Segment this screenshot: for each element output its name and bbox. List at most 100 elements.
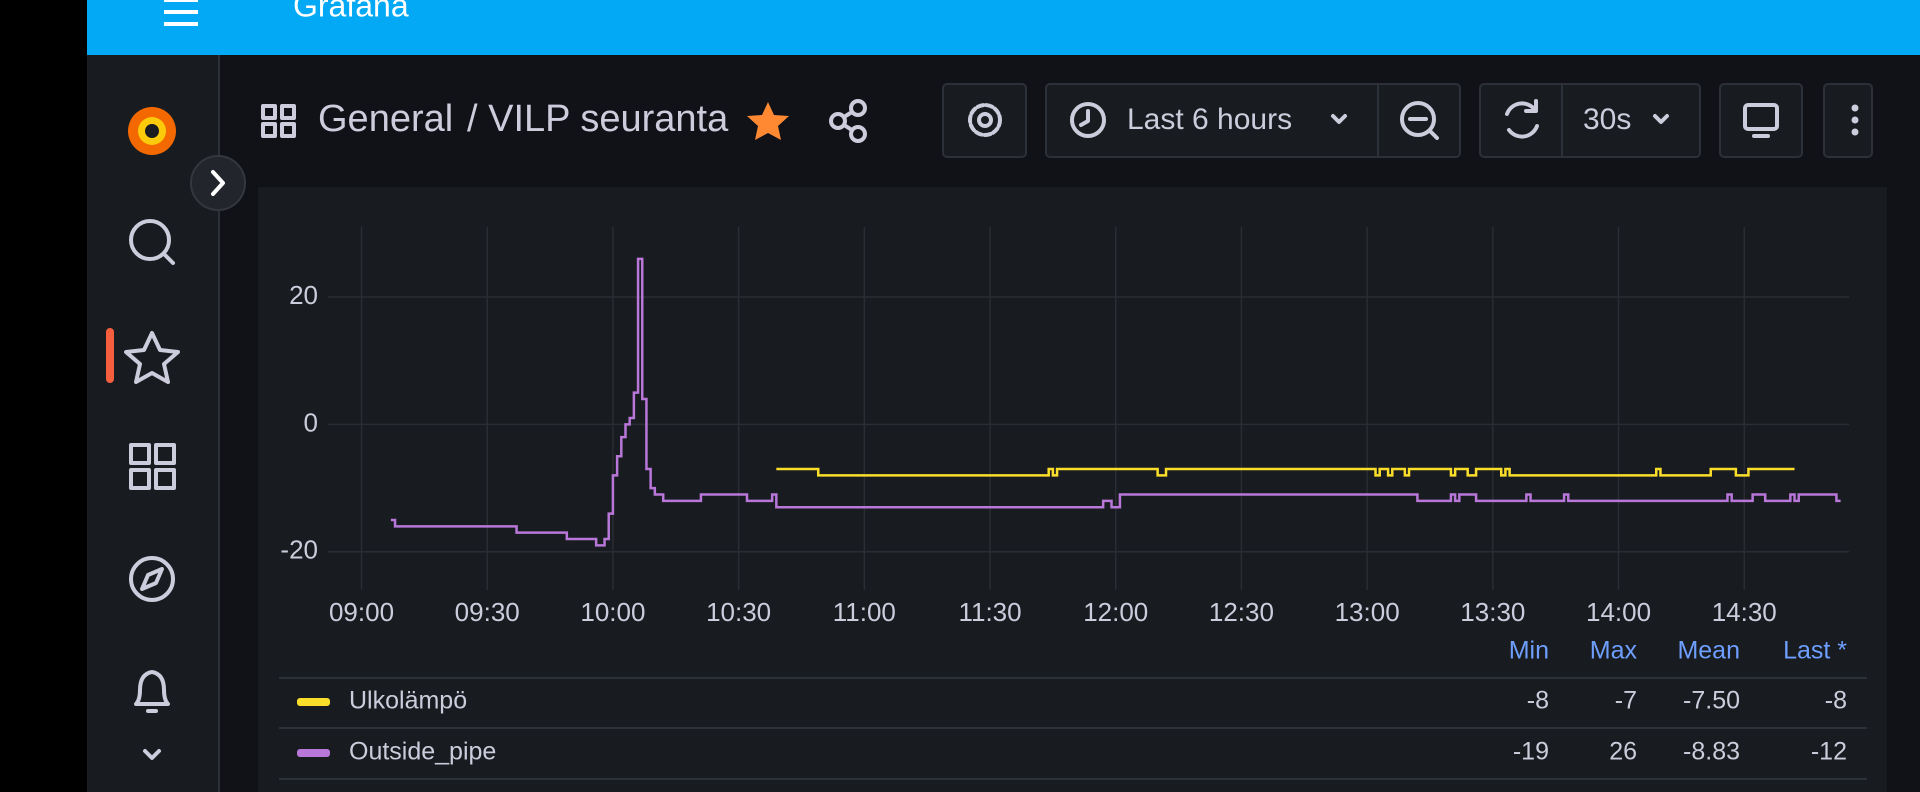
legend-series-name: Outside_pipe bbox=[349, 738, 496, 766]
legend-column-header: Mean bbox=[1677, 637, 1740, 665]
more-chevron[interactable] bbox=[143, 749, 161, 760]
menu-line bbox=[164, 22, 198, 26]
dash-square bbox=[154, 443, 176, 465]
legend-column-header: Max bbox=[1590, 637, 1638, 665]
search-lens bbox=[129, 219, 171, 261]
legend-series-name: Ulkolämpö bbox=[349, 687, 467, 715]
x-tick-label: 11:30 bbox=[958, 597, 1021, 627]
dashboard-title[interactable]: / VILP seuranta bbox=[467, 98, 729, 140]
dropdown-chevron bbox=[1331, 114, 1347, 124]
legend-value: -7 bbox=[1615, 687, 1637, 715]
dash-square bbox=[129, 468, 151, 490]
time-series-chart: 20 0 -20 09:00 09:30 10:00 10:30 11:00 11:30 12:0… bbox=[279, 227, 1867, 780]
folder-link[interactable]: General bbox=[318, 98, 453, 140]
share-icon[interactable] bbox=[829, 99, 867, 143]
x-tick-label: 14:00 bbox=[1586, 597, 1651, 627]
series-line bbox=[390, 257, 1841, 547]
starred-icon[interactable] bbox=[124, 331, 180, 384]
legend-swatch bbox=[297, 749, 330, 757]
dash-square bbox=[129, 443, 151, 465]
x-tick-label: 11:00 bbox=[833, 597, 896, 627]
legend-value: -8.83 bbox=[1683, 738, 1740, 766]
time-picker[interactable]: Last 6 hours bbox=[1045, 83, 1461, 158]
grid-square bbox=[280, 104, 296, 120]
settings-button[interactable] bbox=[942, 83, 1027, 158]
clock-hands bbox=[1079, 109, 1090, 127]
clock-icon bbox=[1070, 102, 1106, 138]
refresh-icon bbox=[1505, 101, 1539, 139]
share-edge bbox=[842, 123, 854, 132]
dashboards-icon[interactable] bbox=[129, 443, 176, 490]
grid-square bbox=[261, 122, 277, 138]
legend-column-header: Min bbox=[1509, 637, 1549, 665]
x-tick-label: 12:30 bbox=[1209, 597, 1274, 627]
dot bbox=[1851, 128, 1859, 136]
active-indicator bbox=[106, 328, 114, 383]
menu-line bbox=[164, 10, 198, 14]
gear-outer bbox=[968, 103, 1002, 137]
menu-line bbox=[164, 0, 198, 2]
compass-ring bbox=[129, 556, 175, 602]
zoom-out-icon bbox=[1400, 101, 1436, 137]
dot bbox=[1851, 104, 1859, 112]
y-tick-label: -20 bbox=[280, 535, 318, 565]
legend-value: -8 bbox=[1825, 687, 1847, 715]
grid-square bbox=[280, 122, 296, 138]
expand-sidebar-button[interactable] bbox=[190, 155, 246, 211]
app-title: Grafana bbox=[293, 0, 409, 23]
zoom-handle bbox=[1428, 129, 1439, 140]
button-frame bbox=[1719, 83, 1803, 158]
favorite-star[interactable] bbox=[747, 102, 789, 140]
logo-inner bbox=[145, 124, 159, 138]
dash-square bbox=[154, 468, 176, 490]
search-icon[interactable] bbox=[129, 219, 175, 265]
x-tick-label: 10:00 bbox=[580, 597, 645, 627]
legend-value: -7.50 bbox=[1683, 687, 1740, 715]
grafana-logo[interactable] bbox=[128, 107, 176, 155]
share-node bbox=[849, 99, 867, 117]
button-frame bbox=[942, 83, 1027, 158]
series-line bbox=[776, 467, 1795, 477]
x-tick-label: 13:30 bbox=[1460, 597, 1525, 627]
alerting-icon[interactable] bbox=[134, 670, 170, 713]
x-tick-label: 13:00 bbox=[1335, 597, 1400, 627]
gear-inner bbox=[977, 112, 993, 128]
x-tick-label: 09:00 bbox=[329, 597, 394, 627]
legend-value: -12 bbox=[1811, 738, 1847, 766]
panel bbox=[258, 187, 1887, 792]
dropdown-chevron bbox=[1653, 114, 1669, 124]
more-button[interactable] bbox=[1823, 83, 1873, 158]
bell-body bbox=[134, 670, 170, 706]
legend-column-header: Last * bbox=[1783, 637, 1847, 665]
share-node bbox=[829, 112, 847, 130]
share-edge bbox=[842, 110, 854, 119]
refresh-interval[interactable]: 30s bbox=[1583, 103, 1631, 136]
refresh-picker[interactable]: 30s bbox=[1479, 83, 1701, 158]
legend-value: -8 bbox=[1527, 687, 1549, 715]
refresh-arrow bbox=[1524, 99, 1538, 113]
x-tick-label: 10:30 bbox=[706, 597, 771, 627]
tv-mode-button[interactable] bbox=[1719, 83, 1803, 158]
grid-square bbox=[261, 104, 277, 120]
y-tick-label: 20 bbox=[289, 280, 318, 310]
legend-value: 26 bbox=[1609, 738, 1637, 766]
dashboard-grid-icon bbox=[261, 104, 296, 138]
search-handle bbox=[162, 252, 175, 265]
expand-circle bbox=[190, 155, 246, 211]
monitor-icon bbox=[1743, 103, 1779, 131]
legend-value: -19 bbox=[1513, 738, 1549, 766]
app-bar bbox=[87, 0, 1920, 55]
expand-chevron bbox=[211, 170, 225, 196]
legend-swatch bbox=[297, 698, 330, 706]
dot bbox=[1851, 116, 1859, 124]
compass-needle bbox=[140, 567, 164, 591]
explore-icon[interactable] bbox=[129, 556, 175, 602]
menu-button[interactable] bbox=[164, 0, 198, 26]
button-frame bbox=[1045, 83, 1461, 158]
x-tick-label: 12:00 bbox=[1083, 597, 1148, 627]
time-range-label[interactable]: Last 6 hours bbox=[1127, 103, 1292, 136]
y-tick-label: 0 bbox=[304, 407, 318, 437]
x-tick-label: 14:30 bbox=[1712, 597, 1777, 627]
share-node bbox=[849, 125, 867, 143]
